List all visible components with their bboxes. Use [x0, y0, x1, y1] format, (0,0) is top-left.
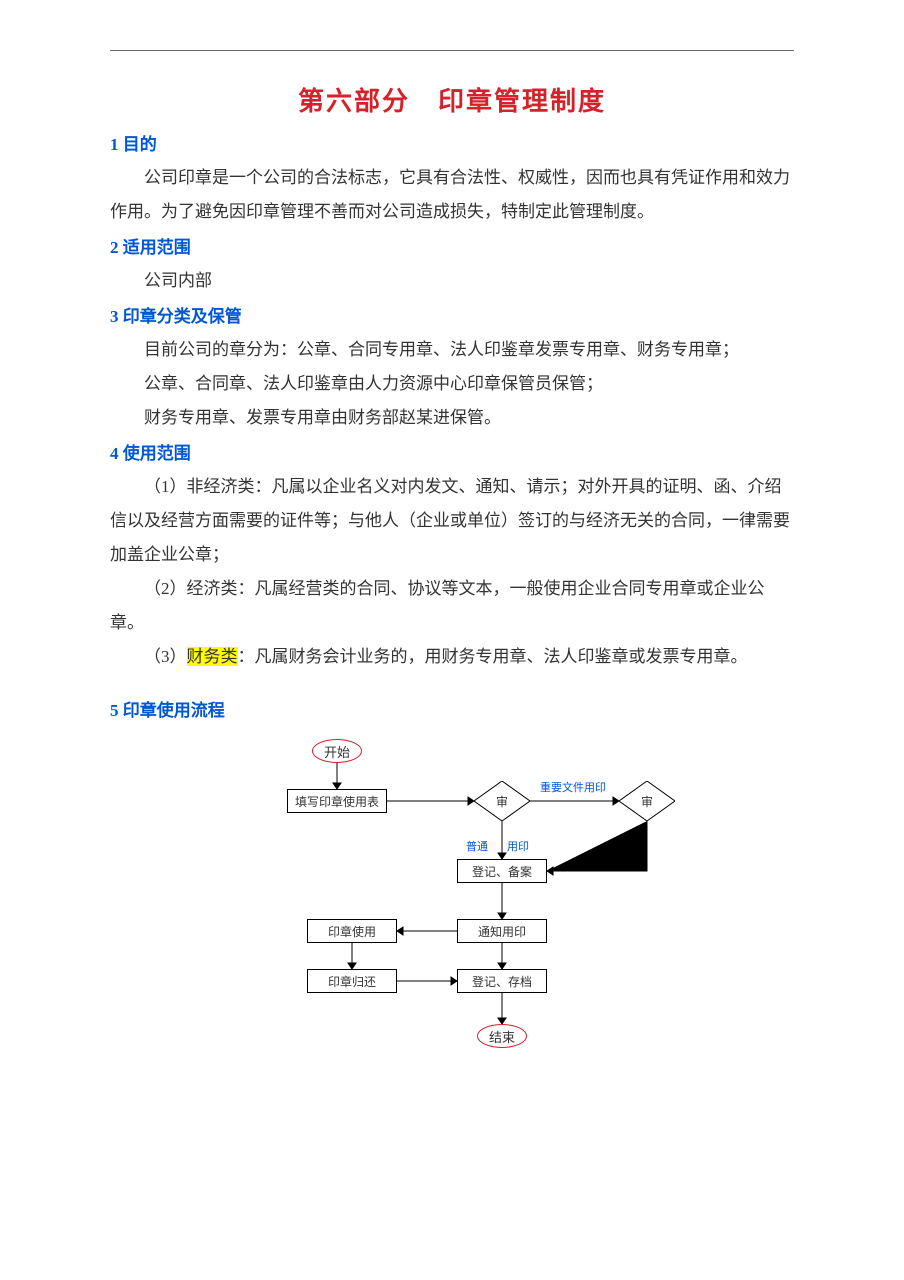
section-1-paragraph: 公司印章是一个公司的合法标志，它具有合法性、权威性，因而也具有凭证作用和效力作用…	[110, 161, 794, 229]
section-3-heading: 3 印章分类及保管	[110, 302, 794, 327]
top-rule-divider	[110, 50, 794, 51]
section-2-paragraph: 公司内部	[110, 264, 794, 298]
section-4-paragraph-1: （1）非经济类：凡属以企业名义对内发文、通知、请示；对外开具的证明、函、介绍信以…	[110, 470, 794, 572]
flow-node-fill: 填写印章使用表	[287, 789, 387, 813]
section-5-heading: 5 印章使用流程	[110, 696, 794, 721]
flow-node-end: 结束	[477, 1024, 527, 1048]
flow-node-return-label: 印章归还	[328, 973, 376, 990]
flow-node-fill-label: 填写印章使用表	[295, 793, 379, 810]
flow-edge-label-normal-left: 普通	[466, 838, 488, 854]
section-3-paragraph-1: 目前公司的章分为：公章、合同专用章、法人印鉴章发票专用章、财务专用章；	[110, 333, 794, 367]
flow-node-record-label: 登记、备案	[472, 863, 532, 880]
s4-p3-pre: （3）	[144, 647, 187, 666]
flow-node-use: 印章使用	[307, 919, 397, 943]
flow-node-notify: 通知用印	[457, 919, 547, 943]
document-page: 第六部分 印章管理制度 1 目的 公司印章是一个公司的合法标志，它具有合法性、权…	[0, 0, 904, 1280]
section-4-paragraph-2: （2）经济类：凡属经营类的合同、协议等文本，一般使用企业合同专用章或企业公章。	[110, 572, 794, 640]
section-1-heading: 1 目的	[110, 130, 794, 155]
flow-node-review2-label: 审	[641, 793, 653, 810]
flow-node-review1-label: 审	[496, 793, 508, 810]
flow-edge-label-normal-right: 用印	[507, 838, 529, 854]
section-3-paragraph-3: 财务专用章、发票专用章由财务部赵某进保管。	[110, 401, 794, 435]
flow-node-review1: 审	[474, 781, 530, 821]
section-2-heading: 2 适用范围	[110, 233, 794, 258]
flow-node-end-label: 结束	[489, 1027, 515, 1046]
flow-node-review2: 审	[619, 781, 675, 821]
flowchart: 开始 填写印章使用表 审 审 登记、备案 通知用印 印章使用 印章归还 登记、存…	[202, 731, 702, 1081]
section-4-heading: 4 使用范围	[110, 439, 794, 464]
flow-node-notify-label: 通知用印	[478, 923, 526, 940]
flow-edge-label-important: 重要文件用印	[540, 779, 606, 795]
s4-p3-highlight: 财务类	[187, 647, 238, 666]
flow-node-record: 登记、备案	[457, 859, 547, 883]
flow-node-archive: 登记、存档	[457, 969, 547, 993]
flow-node-use-label: 印章使用	[328, 923, 376, 940]
flow-node-archive-label: 登记、存档	[472, 973, 532, 990]
s4-p3-post: ：凡属财务会计业务的，用财务专用章、法人印鉴章或发票专用章。	[238, 647, 748, 666]
flow-node-return: 印章归还	[307, 969, 397, 993]
section-4-paragraph-3: （3）财务类：凡属财务会计业务的，用财务专用章、法人印鉴章或发票专用章。	[110, 640, 794, 674]
page-title: 第六部分 印章管理制度	[110, 81, 794, 118]
flow-node-start: 开始	[312, 739, 362, 763]
flow-node-start-label: 开始	[324, 742, 350, 761]
section-3-paragraph-2: 公章、合同章、法人印鉴章由人力资源中心印章保管员保管；	[110, 367, 794, 401]
